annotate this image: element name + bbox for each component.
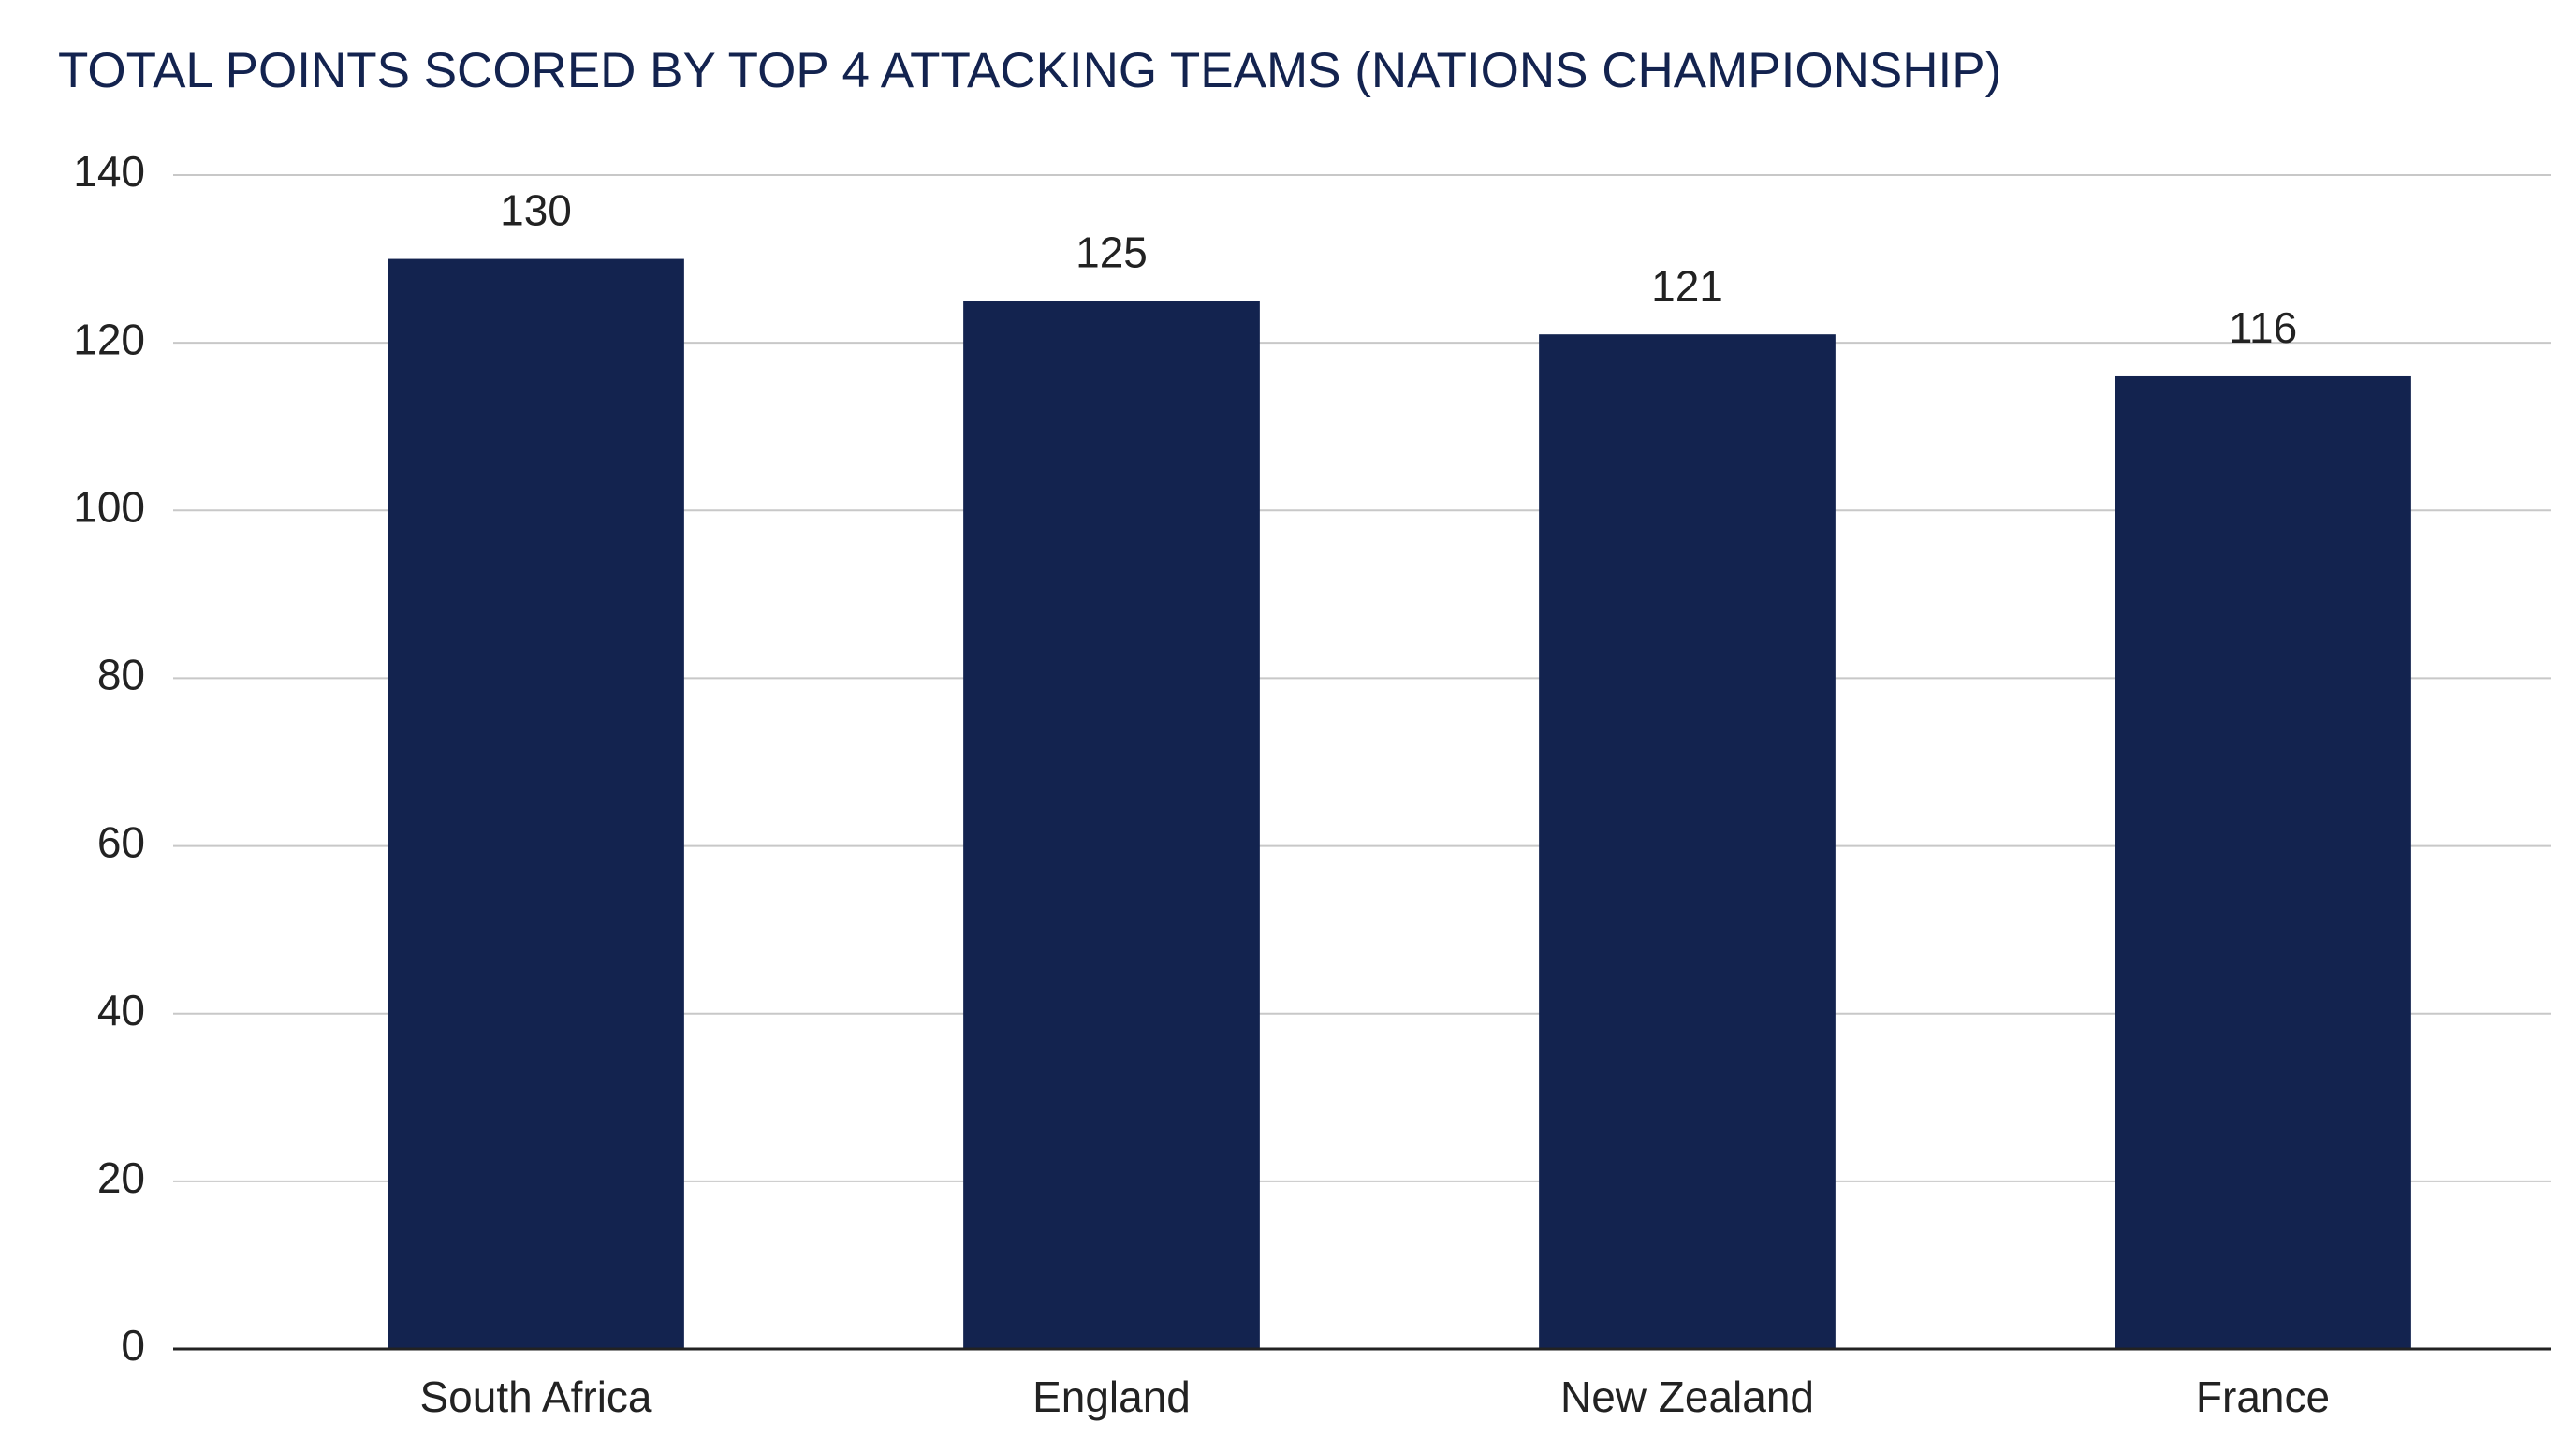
y-tick-label: 140 xyxy=(73,147,145,196)
y-tick-label: 40 xyxy=(97,986,145,1034)
y-tick-label: 120 xyxy=(73,315,145,363)
bar xyxy=(963,301,1260,1349)
x-tick-label: South Africa xyxy=(419,1372,651,1421)
x-tick-label: France xyxy=(2196,1372,2330,1421)
chart-title: TOTAL POINTS SCORED BY TOP 4 ATTACKING T… xyxy=(58,43,2001,98)
value-label: 121 xyxy=(1651,261,1723,310)
y-tick-label: 100 xyxy=(73,482,145,531)
y-tick-label: 20 xyxy=(97,1153,145,1202)
x-tick-label: New Zealand xyxy=(1560,1372,1814,1421)
y-tick-label: 60 xyxy=(97,818,145,867)
value-label: 130 xyxy=(500,186,572,235)
bar xyxy=(2115,375,2411,1349)
y-tick-label: 80 xyxy=(97,651,145,699)
value-label: 116 xyxy=(2229,303,2297,352)
y-tick-label: 0 xyxy=(121,1321,145,1370)
value-label: 125 xyxy=(1076,228,1148,277)
x-tick-label: England xyxy=(1032,1372,1191,1421)
bar xyxy=(388,258,684,1350)
bar xyxy=(1539,334,1836,1350)
